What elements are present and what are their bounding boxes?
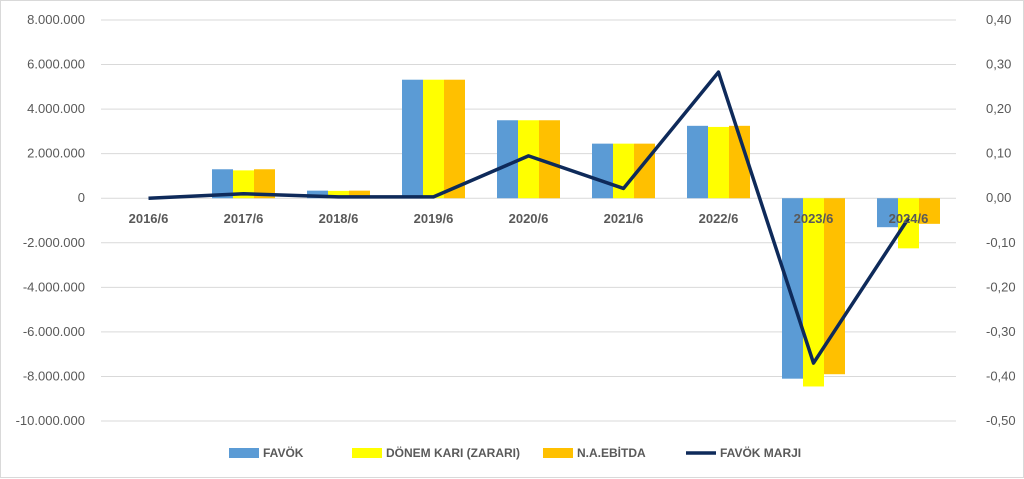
category-label: 2023/6 (794, 211, 834, 226)
bar-favok (877, 198, 898, 228)
right-tick-label: 0,20 (986, 101, 1011, 116)
bar-donem-kari (898, 198, 919, 249)
category-labels: 2016/6 2017/6 2018/6 2019/6 2020/6 2021/6 2022… (129, 211, 929, 226)
bar-favok (307, 190, 328, 199)
bar-donem-kari (518, 120, 539, 199)
bar-na-ebitda (824, 198, 845, 375)
bar-na-ebitda (349, 190, 370, 199)
right-tick-label: 0,30 (986, 57, 1011, 72)
right-tick-label: -0,40 (986, 368, 1016, 383)
right-tick-label: 0,10 (986, 146, 1011, 161)
bar-donem-kari (803, 198, 824, 387)
legend-label: N.A.EBİTDA (577, 445, 646, 460)
category-label: 2022/6 (699, 211, 739, 226)
right-tick-label: -0,20 (986, 279, 1016, 294)
left-tick-label: 6.000.000 (27, 57, 85, 72)
right-tick-label: 0,00 (986, 190, 1011, 205)
right-tick-label: -0,50 (986, 413, 1016, 428)
right-tick-label: -0,10 (986, 235, 1016, 250)
category-label: 2018/6 (319, 211, 359, 226)
bar-na-ebitda (539, 120, 560, 199)
category-label: 2021/6 (604, 211, 644, 226)
left-tick-label: 2.000.000 (27, 146, 85, 161)
bar-na-ebitda (444, 79, 465, 199)
bar-na-ebitda (254, 169, 275, 199)
bar-favok (402, 79, 423, 199)
bar-favok (687, 125, 708, 199)
margin-line-layer (148, 70, 910, 365)
legend-swatch (352, 448, 382, 458)
legend-label: DÖNEM KARI (ZARARI) (386, 445, 520, 460)
bar-favok (782, 198, 803, 379)
bars-layer (212, 79, 940, 387)
left-tick-label: -6.000.000 (23, 324, 85, 339)
bar-donem-kari (708, 126, 729, 199)
bar-donem-kari (423, 79, 444, 199)
legend-swatch (543, 448, 573, 458)
left-tick-label: -10.000.000 (16, 413, 85, 428)
legend-swatch (229, 448, 259, 458)
left-tick-label: 0 (78, 190, 85, 205)
bar-favok (497, 120, 518, 199)
legend-label: FAVÖK (263, 445, 304, 460)
bar-donem-kari (328, 190, 349, 199)
category-label: 2016/6 (129, 211, 169, 226)
favok-marji-line (148, 70, 910, 365)
right-axis-ticks: 0,40 0,30 0,20 0,10 0,00 -0,10 -0,20 -0,30 -0,40… (986, 12, 1016, 428)
left-tick-label: 4.000.000 (27, 101, 85, 116)
left-tick-label: 8.000.000 (27, 12, 85, 27)
bar-favok (592, 143, 613, 199)
left-tick-label: -8.000.000 (23, 368, 85, 383)
legend-label: FAVÖK MARJI (720, 445, 801, 460)
right-tick-label: 0,40 (986, 12, 1011, 27)
category-label: 2020/6 (509, 211, 549, 226)
legend: FAVÖK DÖNEM KARI (ZARARI) N.A.EBİTDA FAVÖK … (229, 445, 801, 460)
bar-na-ebitda (729, 125, 750, 199)
bar-na-ebitda (919, 198, 940, 224)
bar-donem-kari (233, 170, 254, 199)
left-axis-ticks: 8.000.000 6.000.000 4.000.000 2.000.000 0 -2.… (16, 12, 85, 428)
right-tick-label: -0,30 (986, 324, 1016, 339)
category-label: 2019/6 (414, 211, 454, 226)
category-label: 2017/6 (224, 211, 264, 226)
left-tick-label: -2.000.000 (23, 235, 85, 250)
left-tick-label: -4.000.000 (23, 279, 85, 294)
bar-favok (212, 169, 233, 199)
category-label: 2024/6 (889, 211, 929, 226)
